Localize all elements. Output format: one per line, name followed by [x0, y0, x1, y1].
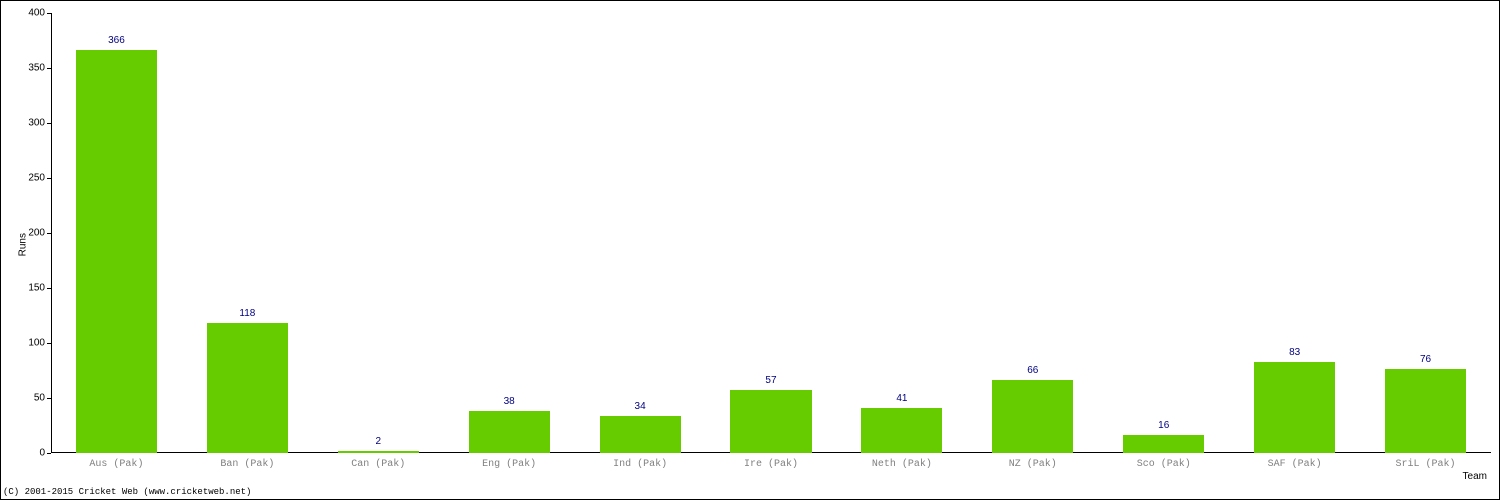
bar-value-label: 16 — [1158, 420, 1169, 431]
bar: 34Ind (Pak) — [600, 13, 681, 453]
bar-category-label: Sco (Pak) — [1137, 459, 1191, 470]
footer-copyright: (C) 2001-2015 Cricket Web (www.cricketwe… — [3, 487, 251, 497]
bar-category-label: Neth (Pak) — [872, 459, 932, 470]
x-axis-title: Team — [1463, 471, 1487, 482]
y-tick-label: 100 — [28, 338, 51, 349]
bar-category-label: NZ (Pak) — [1009, 459, 1057, 470]
bar-value-label: 34 — [635, 401, 646, 412]
plot-area: 050100150200250300350400RunsTeam366Aus (… — [51, 13, 1491, 453]
bar-category-label: Ind (Pak) — [613, 459, 667, 470]
bar-category-label: Ban (Pak) — [220, 459, 274, 470]
y-tick-label: 200 — [28, 228, 51, 239]
bar: 76SriL (Pak) — [1385, 13, 1466, 453]
y-tick-label: 150 — [28, 283, 51, 294]
y-tick-label: 250 — [28, 173, 51, 184]
bar-rect — [861, 408, 942, 453]
bar-rect — [76, 50, 157, 453]
bar-category-label: Eng (Pak) — [482, 459, 536, 470]
bar: 2Can (Pak) — [338, 13, 419, 453]
bar-category-label: Can (Pak) — [351, 459, 405, 470]
y-tick-label: 300 — [28, 118, 51, 129]
y-axis-title: Runs — [18, 233, 29, 256]
y-tick-label: 350 — [28, 63, 51, 74]
bar: 38Eng (Pak) — [469, 13, 550, 453]
y-tick-label: 0 — [39, 448, 51, 459]
bar: 83SAF (Pak) — [1254, 13, 1335, 453]
bar-rect — [600, 416, 681, 453]
bar-value-label: 118 — [239, 308, 255, 319]
bar: 66NZ (Pak) — [992, 13, 1073, 453]
bar-rect — [1385, 369, 1466, 453]
bar: 118Ban (Pak) — [207, 13, 288, 453]
bar-rect — [992, 380, 1073, 453]
bar-category-label: SriL (Pak) — [1396, 459, 1456, 470]
chart-frame: 050100150200250300350400RunsTeam366Aus (… — [0, 0, 1500, 500]
bar-rect — [1123, 435, 1204, 453]
bar-category-label: Ire (Pak) — [744, 459, 798, 470]
bar: 366Aus (Pak) — [76, 13, 157, 453]
bar-rect — [730, 390, 811, 453]
bar-rect — [1254, 362, 1335, 453]
bar-value-label: 66 — [1027, 365, 1038, 376]
bar-rect — [469, 411, 550, 453]
bar: 41Neth (Pak) — [861, 13, 942, 453]
bar-value-label: 366 — [108, 35, 125, 46]
bars-layer: 366Aus (Pak) 118Ban (Pak) 2Can (Pak) 38Eng … — [51, 13, 1491, 453]
y-tick-label: 50 — [34, 393, 51, 404]
bar-value-label: 41 — [896, 393, 907, 404]
bar-value-label: 2 — [375, 436, 381, 447]
bar-value-label: 76 — [1420, 354, 1431, 365]
bar-value-label: 38 — [504, 396, 515, 407]
bar: 16Sco (Pak) — [1123, 13, 1204, 453]
bar-value-label: 57 — [765, 375, 776, 386]
y-tick-label: 400 — [28, 8, 51, 19]
bar: 57Ire (Pak) — [730, 13, 811, 453]
bar-value-label: 83 — [1289, 347, 1300, 358]
bar-rect — [338, 451, 419, 453]
bar-rect — [207, 323, 288, 453]
bar-category-label: SAF (Pak) — [1268, 459, 1322, 470]
bar-category-label: Aus (Pak) — [89, 459, 143, 470]
